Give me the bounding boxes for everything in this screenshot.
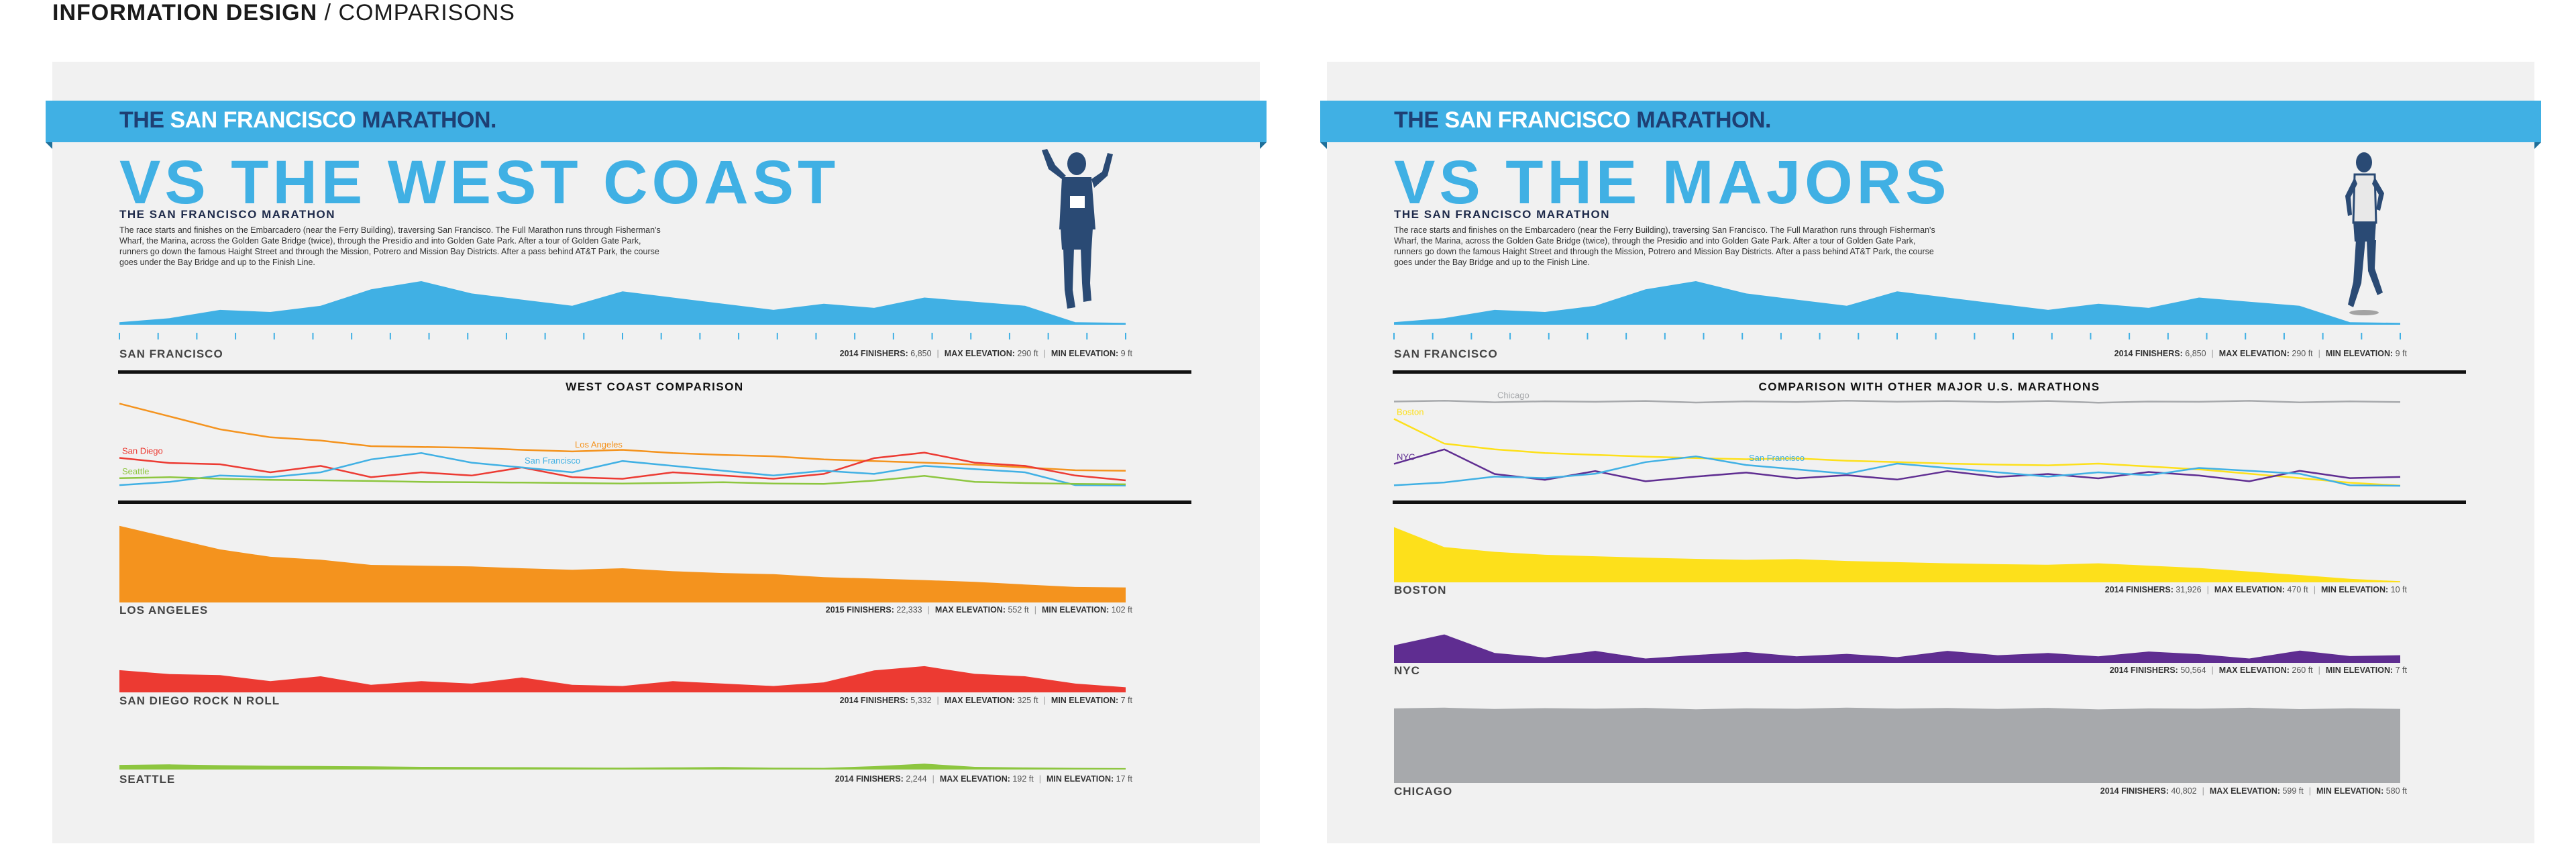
panel-title: VS THE WEST COAST — [119, 148, 840, 217]
series-line-san-francisco — [1393, 455, 2401, 487]
nyc-profile-area — [1394, 634, 2400, 663]
la-profile-chart — [119, 525, 1126, 602]
series-label: Seattle — [122, 466, 149, 476]
boston-profile-area — [1394, 527, 2400, 582]
seattle-profile-chart — [119, 763, 1126, 770]
la-profile-area — [119, 525, 1126, 602]
brand-banner: THE SAN FRANCISCO MARATHON. — [1320, 101, 2541, 149]
page-header-category: INFORMATION DESIGN — [52, 0, 318, 25]
sf-stats: 2014 FINISHERS: 6,850 | MAX ELEVATION: 290… — [839, 349, 1132, 358]
sf-profile-area — [119, 281, 1126, 325]
page-header: INFORMATION DESIGN / COMPARISONS — [52, 0, 515, 26]
brand-logo: THE SAN FRANCISCO MARATHON. — [119, 107, 496, 133]
west-coast-panel: THE SAN FRANCISCO MARATHON. VS THE WEST … — [46, 62, 1267, 843]
series-label: San Francisco — [525, 456, 580, 466]
elevation-charts: Los Angeles San Diego San Francisco Seattle — [119, 281, 1126, 770]
race-label-la: LOS ANGELES — [119, 604, 209, 617]
chicago-profile-area — [1394, 707, 2400, 783]
series-label: Chicago — [1497, 390, 1529, 401]
race-label-chicago: CHICAGO — [1394, 785, 1453, 798]
majors-panel: THE SAN FRANCISCO MARATHON. VS THE MAJOR… — [1320, 62, 2541, 843]
race-label-seattle: SEATTLE — [119, 773, 176, 786]
divider — [118, 370, 1191, 374]
comparison-title: WEST COAST COMPARISON — [566, 380, 744, 393]
sf-label: SAN FRANCISCO — [1394, 348, 1498, 360]
panel-subhead: THE SAN FRANCISCO MARATHON — [119, 208, 336, 221]
divider — [1393, 370, 2466, 374]
series-line-seattle — [119, 475, 1126, 486]
series-line-chicago — [1393, 399, 2401, 404]
race-label-sd: SAN DIEGO ROCK N ROLL — [119, 694, 280, 707]
series-line-san-diego — [119, 452, 1126, 482]
series-line-san-francisco — [119, 452, 1126, 487]
series-label: San Diego — [122, 445, 163, 456]
race-stats-sd: 2014 FINISHERS: 5,332 | MAX ELEVATION: 325… — [839, 696, 1132, 705]
race-label-nyc: NYC — [1394, 664, 1420, 677]
brand-logo: THE SAN FRANCISCO MARATHON. — [1394, 107, 1771, 133]
sf-stats: 2014 FINISHERS: 6,850 | MAX ELEVATION: 290… — [2114, 349, 2407, 358]
sd-profile-chart — [119, 666, 1126, 692]
comparison-line-chart: Chicago Boston NYC San Francisco — [1393, 390, 2401, 487]
race-stats-seattle: 2014 FINISHERS: 2,244 | MAX ELEVATION: 192… — [835, 774, 1132, 784]
nyc-profile-chart — [1394, 634, 2400, 663]
sf-course-markers — [1393, 333, 2401, 339]
series-label: San Francisco — [1749, 453, 1805, 463]
chicago-profile-chart — [1394, 707, 2400, 783]
series-line-boston — [1393, 418, 2401, 487]
sd-profile-area — [119, 666, 1126, 692]
series-label: Los Angeles — [575, 439, 623, 450]
sf-label: SAN FRANCISCO — [119, 348, 223, 360]
sf-profile-chart — [119, 281, 1126, 325]
series-line-nyc — [1393, 448, 2401, 482]
series-label: NYC — [1397, 452, 1415, 462]
comparison-line-chart: Los Angeles San Diego San Francisco Seattle — [119, 403, 1126, 487]
sf-profile-area — [1394, 281, 2400, 325]
divider — [1393, 500, 2466, 504]
race-stats-nyc: 2014 FINISHERS: 50,564 | MAX ELEVATION: 26… — [2109, 666, 2407, 675]
boston-profile-chart — [1394, 527, 2400, 582]
runner-photo — [1042, 149, 1113, 309]
seattle-profile-area — [119, 763, 1126, 770]
race-stats-la: 2015 FINISHERS: 22,333 | MAX ELEVATION: 55… — [825, 605, 1132, 615]
brand-banner: THE SAN FRANCISCO MARATHON. — [46, 101, 1267, 149]
sf-course-markers — [119, 333, 1126, 339]
series-line-los-angeles — [119, 403, 1126, 472]
panel-description: The race starts and finishes on the Emba… — [119, 225, 661, 267]
page-header-subcategory: / COMPARISONS — [317, 0, 515, 25]
panel-title: VS THE MAJORS — [1394, 148, 1951, 217]
runner-photo — [2345, 152, 2384, 315]
panel-subhead: THE SAN FRANCISCO MARATHON — [1394, 208, 1611, 221]
race-stats-chicago: 2014 FINISHERS: 40,802 | MAX ELEVATION: 59… — [2100, 786, 2407, 796]
race-stats-boston: 2014 FINISHERS: 31,926 | MAX ELEVATION: 47… — [2104, 585, 2407, 594]
series-label: Boston — [1397, 407, 1424, 417]
panel-description: The race starts and finishes on the Emba… — [1394, 225, 1935, 267]
elevation-charts: Chicago Boston NYC San Francisco — [1393, 281, 2401, 783]
race-label-boston: BOSTON — [1394, 584, 1447, 596]
comparison-title: COMPARISON WITH OTHER MAJOR U.S. MARATHO… — [1758, 380, 2100, 393]
sf-profile-chart — [1394, 281, 2400, 325]
divider — [118, 500, 1191, 504]
